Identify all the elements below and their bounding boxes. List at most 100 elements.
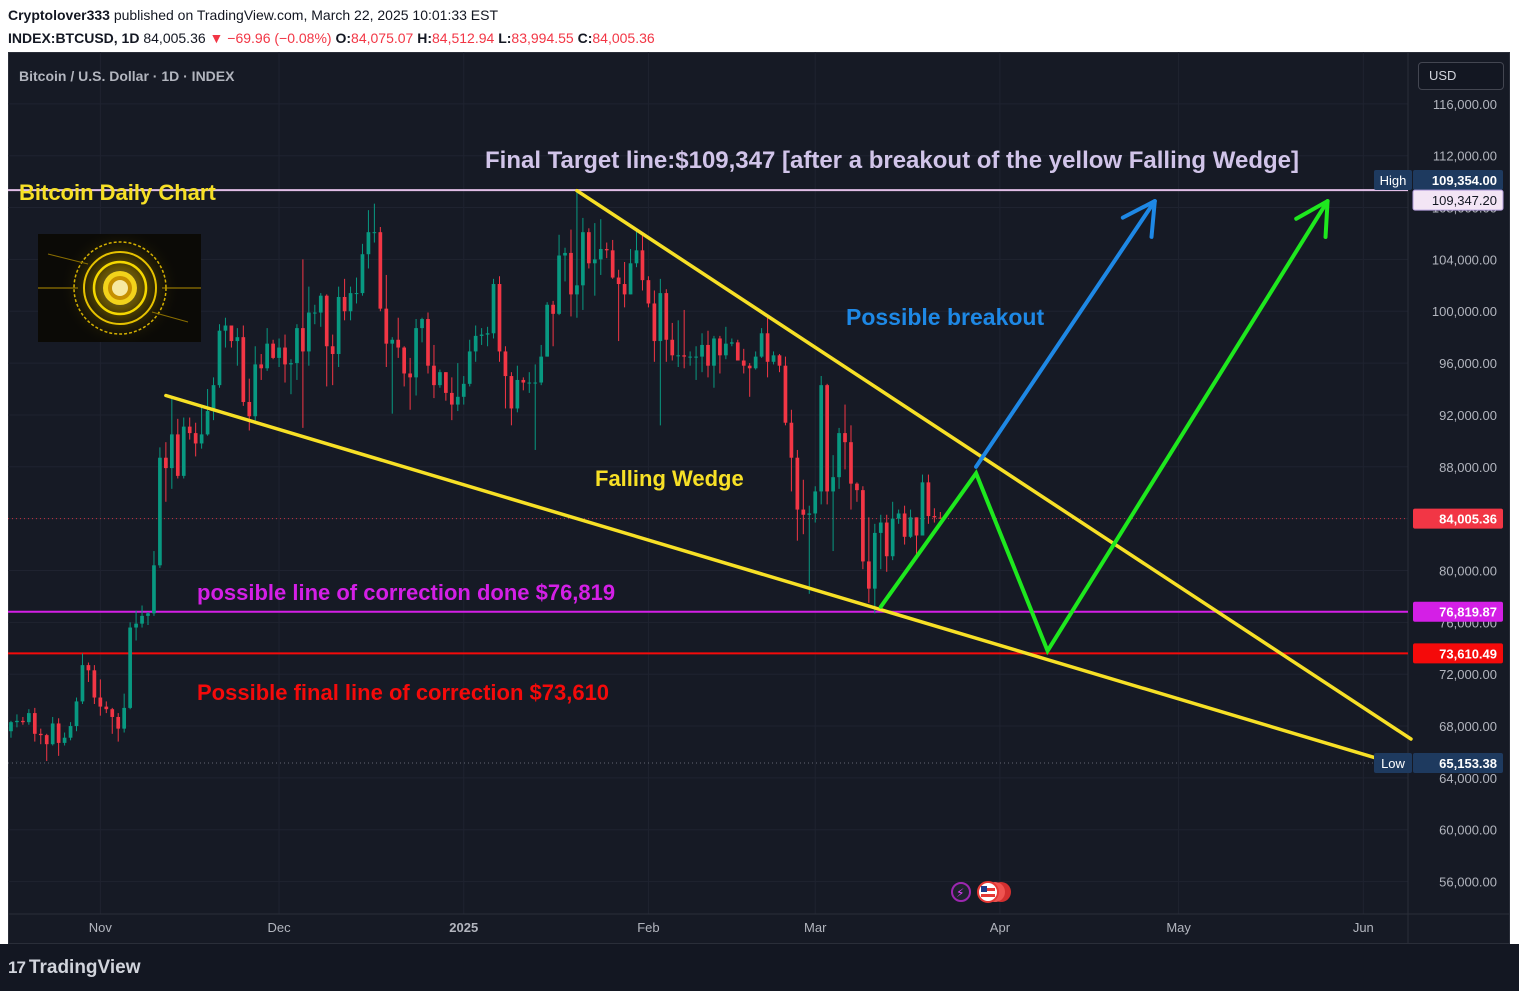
candle-body [181, 426, 186, 476]
candle-body [128, 627, 132, 708]
price-tag-box [1413, 169, 1503, 190]
x-tick-label: Nov [89, 920, 113, 935]
candle-body [759, 333, 764, 357]
candle-body [843, 433, 847, 443]
candle-body [330, 346, 335, 355]
candle-body [926, 482, 931, 517]
symbol-header: INDEX:BTCUSD, 1D 84,005.36 ▼ −69.96 (−0.… [8, 30, 655, 46]
candle-body [688, 356, 692, 358]
price-tag-label-box [1374, 752, 1412, 773]
candle-body [122, 707, 127, 729]
candle-body [444, 372, 448, 393]
y-tick-label: 112,000.00 [1433, 149, 1497, 164]
svg-text:⚡: ⚡ [956, 886, 964, 900]
wedge-lower-line [164, 393, 1401, 767]
candle-body [432, 365, 436, 386]
price-tag-value: 109,354.00 [1432, 173, 1497, 188]
bitcoin-thumbnail-image [38, 234, 201, 342]
candle-body [807, 513, 812, 515]
candle-body [56, 723, 61, 743]
price-tag-low: 65,153.38 Low [1374, 752, 1503, 773]
candle-body [426, 319, 430, 366]
candle-body [515, 379, 520, 409]
price-chart[interactable]: 56,000.00 60,000.00 64,000.00 68,000.00 72,0… [8, 52, 1510, 944]
candle-body [164, 457, 168, 469]
candle-body [712, 338, 716, 366]
candle-body [408, 373, 412, 378]
candle-body [342, 296, 347, 312]
candle-body [116, 716, 121, 729]
x-tick-label: 2025 [449, 920, 478, 935]
y-tick-label: 88,000.00 [1439, 460, 1497, 475]
price-tag-value: 84,005.36 [1439, 512, 1497, 527]
candle-body [783, 365, 788, 423]
candle-body [205, 411, 210, 435]
price-tag-value: 73,610.49 [1439, 646, 1497, 661]
final-correction-annotation: Possible final line of correction $73,61… [197, 680, 609, 705]
live-events-icon[interactable]: ⚡ [951, 881, 1011, 903]
candle-body [449, 392, 454, 405]
candle-body [575, 285, 579, 295]
currency-button[interactable]: USD [1418, 62, 1504, 90]
candle-body [384, 308, 389, 344]
candle-body [878, 522, 883, 533]
candle-body [735, 342, 740, 361]
price-tag-magenta: 76,819.87 [1413, 601, 1503, 622]
candle-body [271, 343, 275, 358]
candle-body [158, 457, 162, 566]
candle-body [682, 355, 687, 357]
candle-body [503, 351, 508, 377]
candle-body [849, 442, 853, 484]
x-tick-label: Dec [268, 920, 292, 935]
x-tick-label: Feb [637, 920, 659, 935]
candle-body [932, 516, 937, 518]
candle-body [295, 328, 299, 364]
candle-body [15, 720, 19, 723]
x-tick-label: May [1166, 920, 1191, 935]
drawings-layer [164, 188, 1413, 767]
candle-body [646, 280, 651, 304]
candle-body [9, 722, 13, 732]
candle-body [199, 434, 204, 444]
candle-body [765, 333, 770, 362]
annotations-layer: Bitcoin Daily Chart Final Target line:$10… [19, 147, 1299, 705]
candle-body [318, 295, 323, 313]
candle-body [414, 328, 418, 378]
price-tag-value: 109,347.20 [1432, 193, 1497, 208]
candle-body [825, 385, 829, 492]
candle-body [378, 232, 383, 309]
candle-body [592, 259, 597, 264]
candle-body [640, 250, 645, 281]
candle-body [533, 382, 538, 384]
candle-body [497, 284, 502, 352]
candle-body [831, 477, 835, 492]
price-tag-label: High [1380, 173, 1407, 188]
candle-body [938, 517, 943, 519]
price-tag-target: 109,347.20 [1412, 189, 1504, 211]
blue-breakout-arrow-head [1120, 199, 1157, 239]
candle-body [777, 355, 782, 366]
candle-body [44, 735, 49, 745]
candle-body [563, 252, 567, 256]
candle-body [485, 333, 490, 335]
open-value: 84,075.07 [351, 30, 414, 46]
price-change: ▼ −69.96 (−0.08%) [209, 30, 332, 46]
high-value: 84,512.94 [432, 30, 495, 46]
chart-title: Bitcoin / U.S. Dollar · 1D · INDEX [19, 68, 235, 84]
author-name[interactable]: Cryptolover333 [8, 7, 110, 23]
candle-body [259, 364, 264, 369]
candle-body [461, 383, 466, 397]
candle-body [152, 565, 156, 614]
grid-layer [8, 52, 1510, 944]
candle-body [217, 330, 222, 386]
candle-body [813, 491, 818, 514]
candle-body [241, 337, 246, 402]
candle-body [307, 312, 311, 352]
candle-body [21, 720, 25, 723]
candle-body [896, 513, 901, 519]
tradingview-logo[interactable]: 17 TradingView [8, 957, 141, 979]
y-tick-label: 64,000.00 [1439, 771, 1497, 786]
price-tag-label-box [1374, 169, 1412, 190]
candle-body [557, 255, 561, 314]
candle-body [569, 252, 573, 295]
